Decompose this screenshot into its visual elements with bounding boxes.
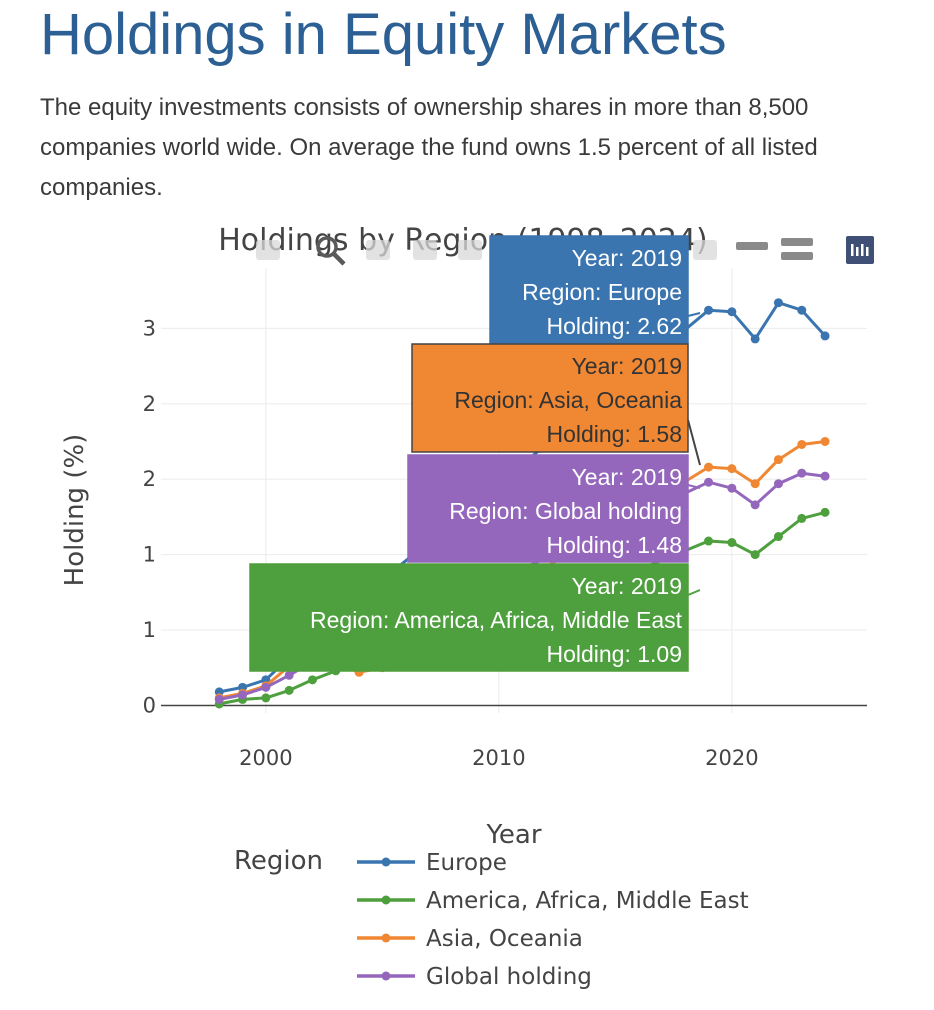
hover-label-line: Holding: 2.62 (546, 313, 682, 339)
data-point[interactable] (727, 538, 737, 548)
hover-label: Year: 2019 Region: Asia, Oceania Holding: … (411, 343, 701, 466)
legend-marker (381, 933, 391, 943)
data-point[interactable] (820, 507, 830, 517)
data-point[interactable] (261, 693, 271, 703)
hover-label-line: Region: America, Africa, Middle East (310, 607, 683, 633)
data-point[interactable] (284, 685, 294, 695)
legend-item[interactable]: Europe (357, 850, 507, 876)
hover-label-line: Holding: 1.58 (546, 421, 682, 447)
pan-icon[interactable] (366, 240, 390, 260)
hover-label-box (489, 235, 689, 344)
lasso-icon[interactable] (458, 240, 482, 260)
page-title: Holdings in Equity Markets (40, 2, 727, 67)
x-axis-title: Year (485, 820, 541, 850)
y-tick-label: 2 (143, 392, 156, 416)
data-point[interactable] (750, 550, 760, 560)
data-point[interactable] (773, 479, 783, 489)
data-point[interactable] (238, 690, 248, 700)
data-point[interactable] (773, 532, 783, 542)
hover-label-pointer (687, 419, 701, 466)
hover-label-line: Holding: 1.48 (546, 532, 682, 558)
data-point[interactable] (750, 500, 760, 510)
hover-compare-icon[interactable] (781, 238, 813, 260)
data-point[interactable] (820, 331, 830, 341)
legend-label: America, Africa, Middle East (426, 888, 749, 914)
hover-closest-icon[interactable] (736, 242, 768, 250)
box-select-icon[interactable] (413, 240, 437, 260)
hover-label-line: Year: 2019 (572, 353, 682, 379)
camera-icon[interactable] (256, 240, 280, 260)
y-tick-label: 0 (143, 693, 156, 717)
data-point[interactable] (820, 436, 830, 446)
data-point[interactable] (797, 468, 807, 478)
data-point[interactable] (704, 536, 714, 546)
hover-label: Year: 2019 Region: Europe Holding: 2.62 (489, 235, 701, 344)
legend-marker (381, 971, 391, 981)
hover-label-line: Holding: 1.09 (546, 641, 682, 667)
legend-marker (381, 895, 391, 905)
y-tick-label: 2 (143, 467, 156, 491)
data-point[interactable] (727, 464, 737, 474)
data-point[interactable] (704, 462, 714, 472)
data-point[interactable] (727, 483, 737, 493)
y-tick-label: 3 (143, 316, 156, 340)
data-point[interactable] (750, 479, 760, 489)
hover-label-line: Year: 2019 (572, 573, 682, 599)
hover-label-box (249, 563, 689, 672)
data-point[interactable] (704, 305, 714, 315)
data-point[interactable] (773, 455, 783, 465)
hover-label-box (407, 454, 689, 563)
hover-label-line: Region: Global holding (449, 498, 682, 524)
data-point[interactable] (797, 513, 807, 523)
hover-label-line: Region: Asia, Oceania (454, 387, 682, 413)
hover-label-line: Region: Europe (522, 279, 682, 305)
data-point[interactable] (797, 439, 807, 449)
legend-item[interactable]: Asia, Oceania (357, 926, 583, 952)
plotly-logo-icon[interactable] (846, 236, 874, 264)
legend-item[interactable]: America, Africa, Middle East (357, 888, 749, 914)
x-tick-label: 2000 (239, 746, 292, 770)
legend-title: Region (234, 846, 323, 876)
legend-label: Europe (426, 850, 507, 876)
data-point[interactable] (307, 675, 317, 685)
y-tick-label: 1 (143, 543, 156, 567)
legend-item[interactable]: Global holding (357, 964, 592, 990)
data-point[interactable] (797, 305, 807, 315)
y-axis-title: Holding (%) (60, 434, 90, 587)
data-point[interactable] (727, 307, 737, 317)
zoom-icon[interactable] (316, 236, 346, 266)
hover-label: Year: 2019 Region: America, Africa, Middl… (249, 563, 701, 672)
series-line[interactable] (219, 301, 827, 694)
data-point[interactable] (214, 694, 224, 704)
data-point[interactable] (750, 334, 760, 344)
data-point[interactable] (773, 298, 783, 308)
legend-label: Global holding (426, 964, 592, 990)
spike-lines-icon[interactable] (693, 240, 717, 260)
hover-label-pointer (687, 484, 701, 489)
page-intro: The equity investments consists of owner… (40, 94, 818, 201)
legend-marker (381, 857, 391, 867)
data-point[interactable] (284, 670, 294, 680)
data-point[interactable] (820, 471, 830, 481)
legend[interactable]: Region Europe America, Africa, Middle East… (234, 846, 749, 990)
hover-label-pointer (687, 589, 701, 596)
hover-label-box (411, 343, 689, 453)
hover-label-line: Year: 2019 (572, 464, 682, 490)
x-tick-label: 2010 (472, 746, 525, 770)
hover-label-line: Year: 2019 (572, 245, 682, 271)
legend-label: Asia, Oceania (426, 926, 583, 952)
hover-label: Year: 2019 Region: Global holding Holding:… (407, 454, 701, 563)
data-point[interactable] (704, 477, 714, 487)
x-tick-label: 2020 (705, 746, 758, 770)
hover-label-pointer (687, 312, 701, 317)
data-point[interactable] (261, 682, 271, 692)
y-tick-label: 1 (143, 618, 156, 642)
